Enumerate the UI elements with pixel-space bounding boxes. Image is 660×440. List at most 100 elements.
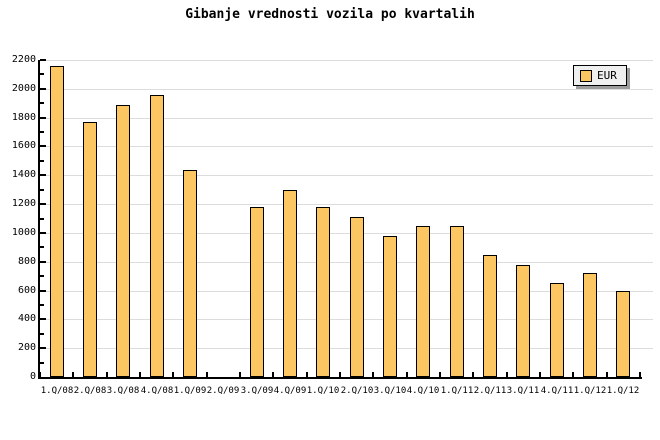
y-tick — [40, 160, 44, 162]
legend-swatch — [580, 69, 592, 82]
bar — [616, 291, 630, 377]
x-axis-label: 3.Q/08 — [106, 386, 140, 396]
x-tick — [39, 372, 41, 377]
gridline — [40, 146, 653, 147]
x-axis-label: 1.Q/10 — [306, 386, 340, 396]
x-tick — [172, 372, 174, 377]
y-tick — [40, 203, 46, 205]
x-axis-label: 2.Q/10 — [340, 386, 374, 396]
y-tick — [40, 88, 46, 90]
x-axis-label: 3.Q/09 — [240, 386, 274, 396]
x-axis-label: 2.Q/08 — [73, 386, 107, 396]
y-tick — [40, 145, 46, 147]
y-tick — [40, 347, 46, 349]
legend-label: EUR — [597, 69, 617, 82]
x-tick — [472, 372, 474, 377]
y-axis-label: 400 — [17, 313, 36, 324]
y-axis-label: 1800 — [11, 112, 36, 123]
bar — [250, 207, 264, 377]
y-tick — [40, 174, 46, 176]
y-axis-label: 1400 — [11, 169, 36, 180]
bar — [316, 207, 330, 377]
x-tick — [539, 372, 541, 377]
x-axis-label: 1.Q/08 — [40, 386, 74, 396]
x-tick — [372, 372, 374, 377]
y-tick — [40, 218, 44, 220]
y-tick — [40, 232, 46, 234]
x-axis-line — [38, 377, 642, 379]
x-tick — [506, 372, 508, 377]
x-axis-label: 4.Q/10 — [406, 386, 440, 396]
gridline — [40, 89, 653, 90]
y-axis-label: 200 — [17, 342, 36, 353]
plot-area — [39, 59, 653, 377]
y-tick — [40, 362, 44, 364]
bar — [450, 226, 464, 377]
x-tick — [406, 372, 408, 377]
x-tick — [439, 372, 441, 377]
y-axis-line — [38, 60, 40, 379]
y-axis-label: 1600 — [11, 140, 36, 151]
x-axis-label: 4.Q/09 — [273, 386, 307, 396]
x-tick — [206, 372, 208, 377]
chart-title: Gibanje vrednosti vozila po kvartalih — [185, 7, 475, 22]
y-tick — [40, 261, 46, 263]
bar — [350, 217, 364, 377]
x-tick — [639, 372, 641, 377]
x-axis-label: 3.Q/10 — [373, 386, 407, 396]
y-axis-label: 2200 — [11, 54, 36, 65]
bar — [483, 255, 497, 377]
bar — [116, 105, 130, 377]
gridline — [40, 118, 653, 119]
y-tick — [40, 318, 46, 320]
gridline — [40, 348, 653, 349]
x-axis-label: 1.Q/09 — [173, 386, 207, 396]
y-tick — [40, 275, 44, 277]
y-axis-label: 0 — [29, 371, 36, 382]
bar — [416, 226, 430, 377]
y-tick — [40, 246, 44, 248]
y-tick — [40, 189, 44, 191]
gridline — [40, 319, 653, 320]
legend-box: EUR — [573, 65, 627, 86]
x-axis-label: 4.Q/11 — [540, 386, 574, 396]
gridline — [40, 175, 653, 176]
y-tick — [40, 333, 44, 335]
gridline — [40, 262, 653, 263]
gridline — [40, 60, 653, 61]
y-tick — [40, 102, 44, 104]
bar — [83, 122, 97, 377]
x-axis-label: 2.Q/11 — [473, 386, 507, 396]
x-axis-label: 2.Q/09 — [206, 386, 240, 396]
y-axis-label: 600 — [17, 285, 36, 296]
y-axis-label: 800 — [17, 256, 36, 267]
y-tick — [40, 73, 44, 75]
x-tick — [606, 372, 608, 377]
bar — [583, 273, 597, 377]
y-tick — [40, 117, 46, 119]
y-axis-label: 1200 — [11, 198, 36, 209]
x-axis-label: 1.Q/12 — [606, 386, 640, 396]
gridline — [40, 204, 653, 205]
x-tick — [139, 372, 141, 377]
x-tick — [272, 372, 274, 377]
x-axis-label: 1.Q/11 — [440, 386, 474, 396]
bar — [550, 283, 564, 377]
x-tick — [239, 372, 241, 377]
y-tick — [40, 131, 44, 133]
bar — [150, 95, 164, 377]
y-axis-label: 2000 — [11, 83, 36, 94]
x-axis-label: 3.Q/11 — [506, 386, 540, 396]
x-tick — [306, 372, 308, 377]
y-tick — [40, 290, 46, 292]
x-tick — [72, 372, 74, 377]
y-tick — [40, 59, 46, 61]
y-tick — [40, 304, 44, 306]
x-tick — [572, 372, 574, 377]
x-tick — [339, 372, 341, 377]
x-axis-label: 4.Q/08 — [140, 386, 174, 396]
y-axis-label: 1000 — [11, 227, 36, 238]
bar — [283, 190, 297, 377]
x-tick — [106, 372, 108, 377]
